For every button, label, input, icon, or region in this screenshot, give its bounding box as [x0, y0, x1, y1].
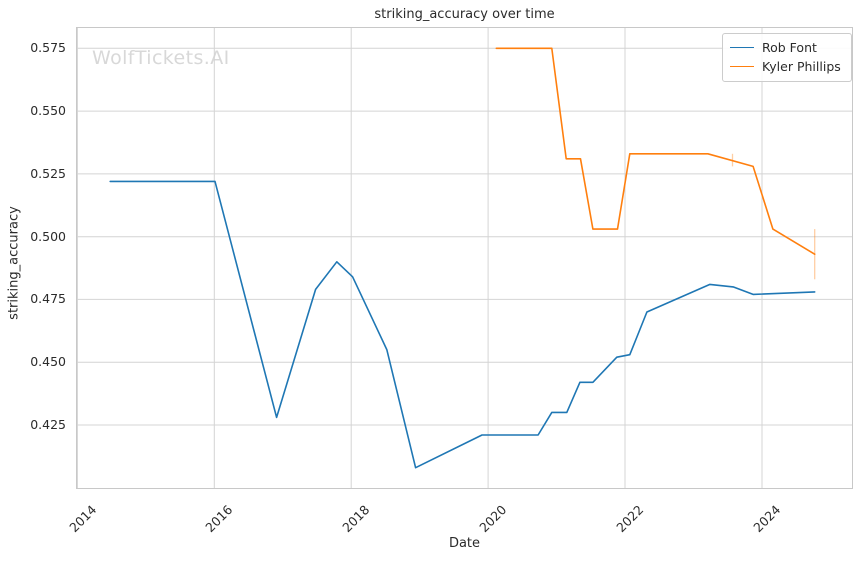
y-tick-label: 0.475	[30, 291, 66, 307]
legend-label: Kyler Phillips	[762, 59, 841, 74]
series-line-kyler-phillips	[495, 47, 816, 255]
x-tick-label: 2022	[613, 502, 647, 536]
x-tick-label: 2016	[202, 502, 236, 536]
x-tick-label: 2018	[339, 502, 373, 536]
legend: Rob Font Kyler Phillips	[722, 33, 852, 82]
legend-line-sample-orange	[730, 66, 754, 67]
x-axis-label: Date	[448, 536, 481, 551]
y-tick-label: 0.425	[30, 416, 66, 432]
legend-label: Rob Font	[762, 40, 817, 55]
y-tick-label: 0.550	[30, 103, 66, 119]
plot-border	[76, 27, 853, 489]
legend-entry-rob-font: Rob Font	[723, 38, 851, 57]
series-line-rob-font	[109, 180, 816, 469]
chart-title: striking_accuracy over time	[374, 7, 555, 22]
x-tick-label: 2020	[476, 502, 510, 536]
watermark: WolfTickets.AI	[92, 47, 230, 69]
y-tick-label: 0.500	[30, 228, 66, 244]
x-tick-label: 2024	[750, 502, 784, 536]
y-axis-label: striking_accuracy	[6, 206, 22, 320]
x-tick-label: 2014	[65, 502, 99, 536]
legend-entry-kyler-phillips: Kyler Phillips	[723, 57, 851, 76]
plot-area	[76, 27, 853, 489]
legend-line-sample-blue	[730, 47, 754, 48]
y-tick-label: 0.575	[30, 40, 66, 56]
y-tick-label: 0.450	[30, 354, 66, 370]
y-tick-label: 0.525	[30, 165, 66, 181]
